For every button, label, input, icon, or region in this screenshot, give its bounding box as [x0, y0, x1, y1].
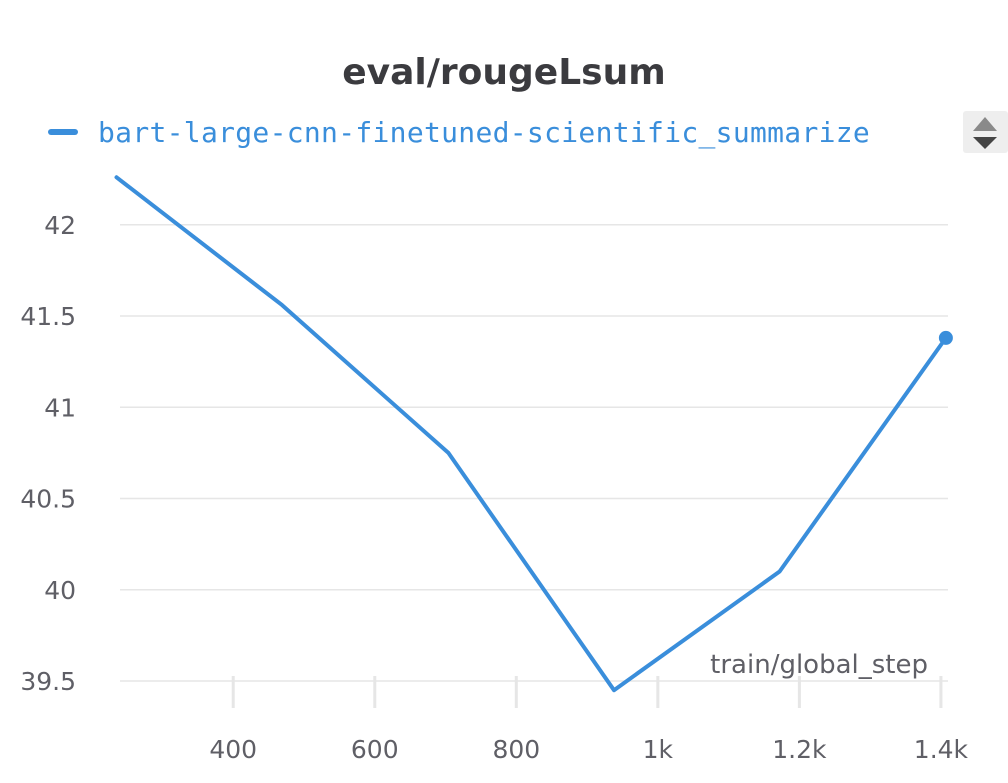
x-tick-label: 800 — [492, 735, 540, 764]
series-line[interactable] — [114, 175, 948, 693]
x-axis-title: train/global_step — [710, 650, 928, 680]
y-tick-label: 40.5 — [20, 485, 76, 514]
y-tick-label: 39.5 — [20, 667, 76, 696]
legend-swatch — [48, 129, 78, 135]
x-tick-label: 1.4k — [914, 735, 969, 764]
grid-lines — [120, 224, 948, 682]
legend-series-label[interactable]: bart-large-cnn-finetuned-scientific_summ… — [98, 115, 871, 149]
y-tick-label: 40 — [44, 576, 76, 605]
x-tick-label: 1.2k — [772, 735, 827, 764]
sort-arrows-icon — [973, 117, 997, 149]
x-axis-ticks — [231, 676, 943, 708]
y-tick-label: 41 — [44, 393, 76, 422]
series-endpoint-marker[interactable] — [938, 330, 953, 345]
y-tick-label: 42 — [44, 211, 76, 240]
series-layer — [114, 175, 953, 693]
x-tick-label: 1k — [643, 735, 674, 764]
legend: bart-large-cnn-finetuned-scientific_summ… — [48, 112, 870, 152]
chart-title: eval/rougeLsum — [342, 52, 666, 93]
x-tick-label: 600 — [351, 735, 399, 764]
tick-labels: 39.5 40 40.5 41 41.5 42 400 600 800 1k 1.2k 1.4k — [20, 211, 968, 764]
y-tick-label: 41.5 — [20, 302, 76, 331]
x-tick-label: 400 — [209, 735, 257, 764]
legend-scroll-button[interactable] — [963, 111, 1008, 153]
